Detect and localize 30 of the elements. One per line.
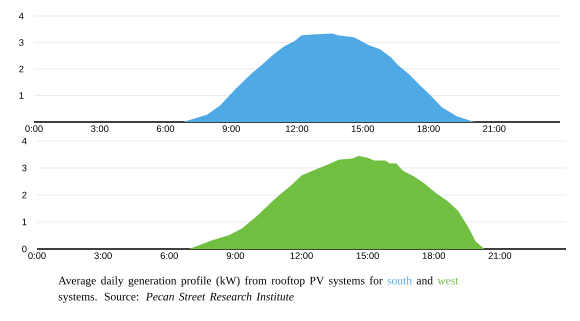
text: Average daily generation profile (kW) from rooftop PV systems for — [58, 276, 383, 287]
y-tick-label: 4 — [22, 138, 27, 144]
x-tick-label: 9:00 — [222, 125, 240, 132]
text: and — [416, 276, 433, 284]
y-tick-label: 0 — [22, 246, 27, 252]
x-tick-label: 18:00 — [418, 125, 440, 132]
text: west — [437, 278, 458, 284]
x-tick-label: 12:00 — [286, 125, 308, 132]
x-tick-label: 21:00 — [483, 125, 506, 132]
x-tick-label: 0:00 — [28, 252, 46, 259]
y-tick-label: 1 — [19, 92, 24, 99]
x-tick-label: 15:00 — [352, 125, 374, 132]
x-tick-label: 3:00 — [91, 125, 108, 132]
text: systems. Source: Pecan Street Research Institute — [58, 292, 294, 303]
y-tick-label: 3 — [22, 164, 27, 172]
x-tick-label: 0:00 — [25, 125, 43, 132]
x-tick-label: 9:00 — [226, 252, 244, 259]
y-tick-label: 1 — [22, 218, 26, 226]
x-tick-label: 3:00 — [94, 252, 112, 259]
x-tick-label: 6:00 — [160, 252, 178, 259]
x-tick-label: 21:00 — [488, 252, 512, 259]
x-tick-label: 18:00 — [422, 252, 446, 259]
y-tick-label: 2 — [22, 192, 26, 198]
x-tick-label: 6:00 — [156, 125, 174, 132]
y-tick-label: 4 — [18, 12, 24, 20]
y-tick-label: 3 — [19, 39, 24, 46]
x-tick-label: 15:00 — [356, 252, 379, 259]
text: south — [388, 276, 412, 284]
x-tick-label: 12:00 — [290, 252, 313, 259]
y-tick-label: 2 — [19, 66, 24, 72]
